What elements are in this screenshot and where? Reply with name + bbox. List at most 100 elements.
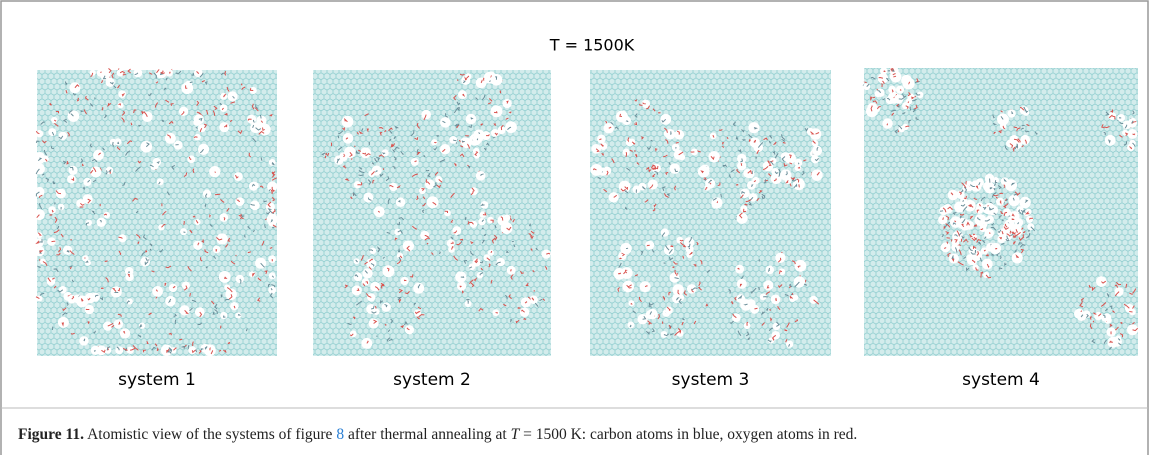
oxygen-group (220, 198, 225, 203)
oxygen-group (169, 71, 171, 74)
oxygen-group (1102, 314, 1106, 319)
oxygen-group (105, 170, 108, 175)
oxygen-group (665, 139, 669, 144)
oxygen-group (223, 349, 227, 354)
oxygen-group (470, 282, 475, 288)
oxygen-group (531, 297, 535, 301)
oxygen-group (134, 72, 139, 76)
oxygen-group (271, 177, 277, 181)
oxygen-group (908, 119, 912, 124)
oxygen-group (87, 321, 90, 325)
oxygen-group (768, 140, 771, 144)
oxygen-group (741, 139, 746, 141)
oxygen-group (390, 318, 394, 324)
oxygen-group (450, 192, 455, 198)
figure-link[interactable]: 8 (336, 426, 344, 443)
defect-void (1020, 134, 1031, 145)
oxygen-group (204, 249, 209, 254)
oxygen-group (506, 100, 509, 104)
oxygen-group (459, 153, 465, 158)
oxygen-group (107, 323, 114, 327)
oxygen-group (898, 96, 905, 100)
oxygen-group (356, 300, 363, 306)
oxygen-group (688, 236, 692, 243)
oxygen-group (870, 76, 876, 80)
oxygen-group (38, 203, 43, 210)
defect-void (877, 73, 889, 84)
oxygen-group (171, 164, 176, 170)
oxygen-group (992, 114, 995, 119)
oxygen-group (708, 179, 713, 184)
oxygen-group (213, 256, 216, 259)
oxygen-group (886, 123, 889, 126)
defect-void (105, 77, 115, 87)
oxygen-group (225, 243, 229, 248)
oxygen-group (1022, 230, 1026, 234)
oxygen-group (61, 322, 64, 327)
oxygen-group (902, 111, 906, 115)
oxygen-group (119, 70, 125, 74)
oxygen-group (674, 185, 677, 191)
oxygen-group (791, 260, 796, 265)
oxygen-group (946, 237, 950, 239)
oxygen-group (662, 295, 666, 301)
oxygen-group (959, 213, 965, 216)
oxygen-group (255, 127, 262, 131)
oxygen-group (35, 140, 40, 143)
oxygen-group (977, 217, 981, 221)
oxygen-group (259, 114, 262, 119)
oxygen-group (954, 247, 958, 253)
oxygen-group (64, 81, 68, 86)
oxygen-group (1020, 209, 1026, 213)
oxygen-group (597, 177, 602, 180)
oxygen-group (480, 203, 485, 207)
oxygen-group (947, 221, 951, 225)
oxygen-group (349, 333, 354, 337)
oxygen-group (1018, 236, 1024, 241)
oxygen-group (453, 106, 459, 114)
oxygen-group (426, 172, 431, 177)
oxygen-group (1104, 126, 1110, 129)
oxygen-group (247, 251, 252, 254)
oxygen-group (506, 250, 509, 253)
oxygen-group (40, 121, 45, 125)
oxygen-group (1109, 323, 1113, 327)
oxygen-group (781, 251, 783, 254)
oxygen-group (196, 100, 200, 106)
oxygen-group (387, 198, 391, 205)
oxygen-group (398, 217, 405, 221)
oxygen-group (1010, 233, 1014, 236)
oxygen-group (479, 260, 484, 264)
oxygen-group (789, 295, 793, 299)
oxygen-group (263, 200, 267, 203)
oxygen-group (747, 337, 751, 341)
oxygen-group (1014, 234, 1018, 238)
oxygen-group (371, 305, 375, 310)
oxygen-group (816, 171, 820, 176)
oxygen-group (513, 244, 516, 248)
oxygen-group (1024, 110, 1029, 114)
oxygen-group (108, 169, 112, 173)
oxygen-group (789, 285, 792, 289)
oxygen-group (491, 237, 496, 244)
oxygen-group (753, 127, 758, 130)
oxygen-group (677, 328, 682, 334)
oxygen-group (374, 157, 378, 163)
oxygen-group (1093, 312, 1097, 315)
oxygen-group (500, 216, 504, 221)
oxygen-group (433, 182, 437, 188)
oxygen-group (210, 350, 214, 355)
oxygen-group (421, 188, 426, 192)
oxygen-group (196, 71, 200, 75)
oxygen-group (768, 173, 772, 177)
oxygen-group (222, 315, 226, 318)
oxygen-group (142, 349, 146, 353)
oxygen-group (1001, 219, 1004, 222)
oxygen-group (396, 221, 400, 226)
oxygen-group (135, 210, 139, 214)
oxygen-group (1005, 198, 1008, 202)
oxygen-group (1089, 316, 1093, 320)
oxygen-group (626, 167, 631, 171)
oxygen-group (117, 146, 121, 151)
oxygen-group (801, 170, 805, 176)
